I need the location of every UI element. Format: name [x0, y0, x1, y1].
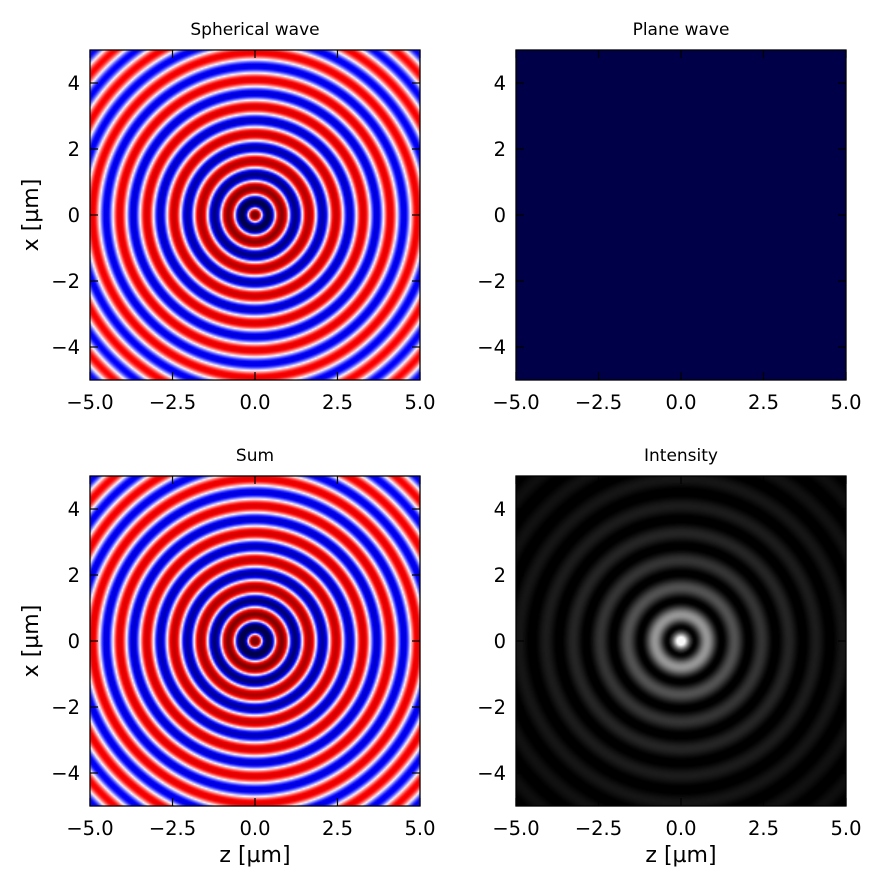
- y-tick-label: 0: [494, 630, 506, 653]
- y-tick-label: −2: [51, 270, 80, 293]
- heatmap-image: [516, 476, 846, 806]
- panel-title: Plane wave: [633, 20, 730, 40]
- x-tick-label: 0.0: [665, 391, 696, 414]
- panel-title: Sum: [236, 446, 274, 466]
- y-tick-label: 4: [494, 498, 506, 521]
- panel-title: Intensity: [644, 446, 718, 466]
- y-tick-label: 4: [494, 72, 506, 95]
- x-tick-label: −5.0: [492, 391, 539, 414]
- y-tick-label: −2: [477, 270, 506, 293]
- panel-spherical-wave: Spherical wave −5.0 −2.5 0.0 2.5 5.0 4 2 0 −2 −4 x …: [19, 20, 436, 414]
- x-axis-label: z [µm]: [645, 843, 716, 868]
- x-tick-label: −2.5: [149, 817, 196, 840]
- panel-plane-wave: Plane wave −5.0 −2.5 0.0 2.5 5.0 4 2 0 −2 −4: [477, 20, 861, 414]
- y-tick-label: −4: [51, 336, 80, 359]
- y-tick-label: 0: [494, 204, 506, 227]
- x-tick-label: 5.0: [404, 817, 435, 840]
- y-tick-label: 2: [68, 138, 80, 161]
- x-tick-label: 0.0: [665, 817, 696, 840]
- panel-title: Spherical wave: [190, 20, 319, 40]
- y-tick-label: −2: [51, 696, 80, 719]
- x-tick-label: 0.0: [239, 817, 270, 840]
- y-tick-label: −4: [51, 762, 80, 785]
- x-tick-label: −2.5: [575, 391, 622, 414]
- x-tick-label: 2.5: [748, 391, 779, 414]
- x-tick-label: −2.5: [575, 817, 622, 840]
- x-tick-label: 5.0: [404, 391, 435, 414]
- y-tick-label: −2: [477, 696, 506, 719]
- x-tick-label: 0.0: [239, 391, 270, 414]
- x-axis-label: z [µm]: [219, 843, 290, 868]
- y-axis-label: x [µm]: [19, 605, 44, 678]
- y-tick-label: 2: [494, 138, 506, 161]
- x-tick-label: 2.5: [748, 817, 779, 840]
- y-tick-label: 0: [68, 630, 80, 653]
- y-tick-label: −4: [477, 336, 506, 359]
- heatmap-image: [516, 50, 846, 380]
- x-tick-label: −2.5: [149, 391, 196, 414]
- panel-intensity: Intensity −5.0 −2.5 0.0 2.5 5.0 4 2 0 −2 −4 z [µm]: [477, 446, 861, 868]
- x-tick-label: 5.0: [830, 817, 861, 840]
- y-tick-label: 0: [68, 204, 80, 227]
- x-tick-label: 5.0: [830, 391, 861, 414]
- heatmap-image: [90, 50, 420, 380]
- x-tick-label: −5.0: [66, 391, 113, 414]
- x-tick-label: 2.5: [322, 391, 353, 414]
- x-tick-label: 2.5: [322, 817, 353, 840]
- heatmap-image: [90, 476, 420, 806]
- y-tick-label: −4: [477, 762, 506, 785]
- y-tick-label: 4: [68, 72, 80, 95]
- y-tick-label: 4: [68, 498, 80, 521]
- y-axis-label: x [µm]: [19, 179, 44, 252]
- y-tick-label: 2: [68, 564, 80, 587]
- x-tick-label: −5.0: [492, 817, 539, 840]
- y-tick-label: 2: [494, 564, 506, 587]
- panel-sum: Sum −5.0 −2.5 0.0 2.5 5.0 4 2 0 −2 −4 z [µm] x [µm]: [19, 446, 436, 868]
- x-tick-label: −5.0: [66, 817, 113, 840]
